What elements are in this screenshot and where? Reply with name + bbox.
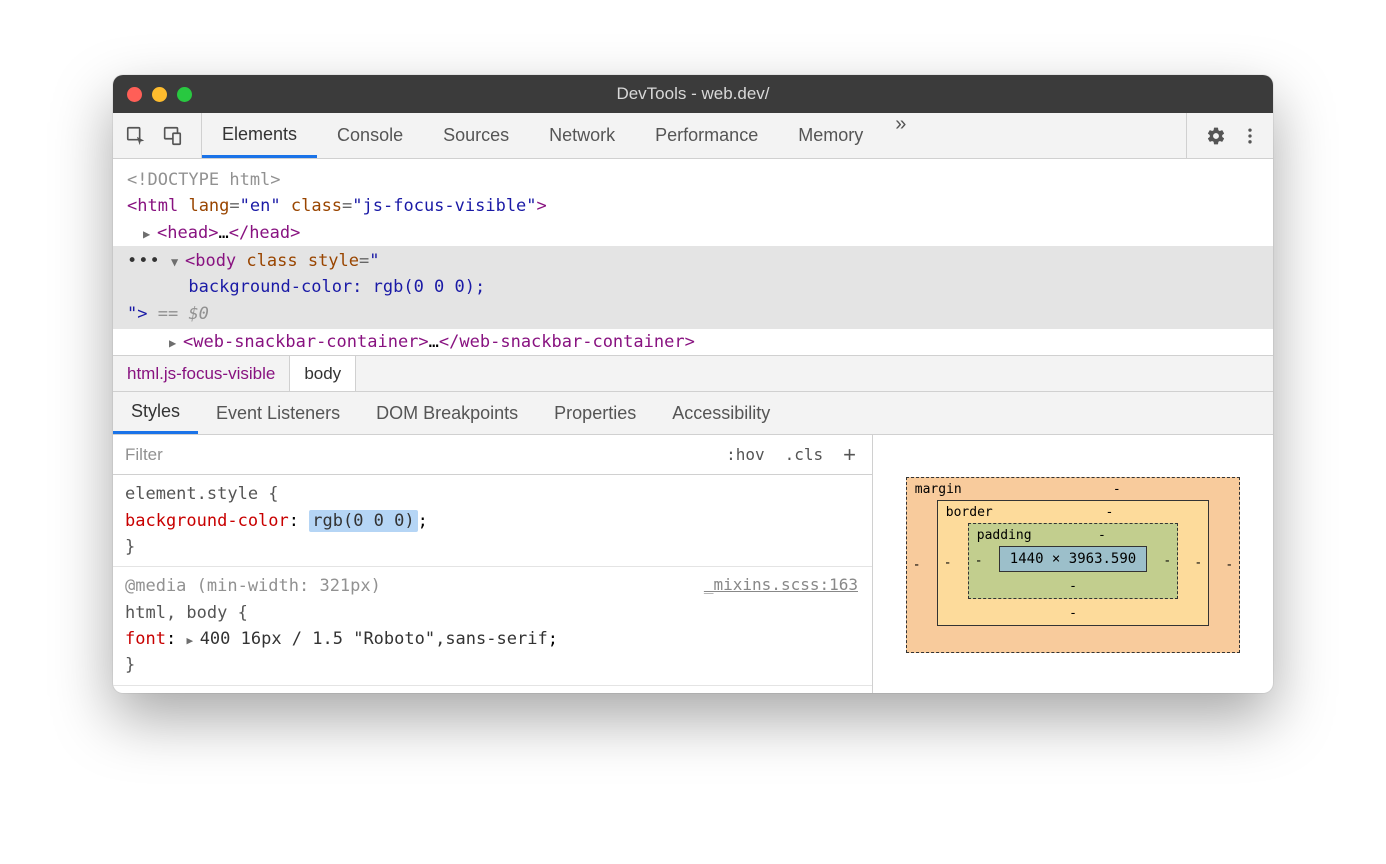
tab-memory[interactable]: Memory [778,113,883,158]
main-tabs: Elements Console Sources Network Perform… [202,113,918,158]
styles-column: :hov .cls + element.style { background-c… [113,435,873,693]
dom-snackbar[interactable]: ▶<web-snackbar-container>…</web-snackbar… [113,329,1273,355]
settings-gear-icon[interactable] [1201,121,1231,151]
css-media-rule[interactable]: _mixins.scss:163 @media (min-width: 321p… [113,567,872,685]
inspect-element-icon[interactable] [121,121,151,151]
close-window-button[interactable] [127,87,142,102]
tab-console[interactable]: Console [317,113,423,158]
window-titlebar: DevTools - web.dev/ [113,75,1273,113]
window-title: DevTools - web.dev/ [113,84,1273,104]
minimize-window-button[interactable] [152,87,167,102]
more-menu-icon[interactable] [1235,121,1265,151]
box-model-margin[interactable]: margin - - - border - - - - padding - - … [906,477,1240,653]
box-model-column: margin - - - border - - - - padding - - … [873,435,1273,693]
breadcrumb-html[interactable]: html.js-focus-visible [113,356,289,391]
dom-tree: <!DOCTYPE html> <html lang="en" class="j… [113,159,1273,355]
breadcrumb-body[interactable]: body [289,356,356,391]
box-model-padding[interactable]: padding - - - - 1440 × 3963.590 [968,523,1178,599]
tab-performance[interactable]: Performance [635,113,778,158]
css-element-style[interactable]: element.style { background-color: rgb(0 … [113,475,872,567]
subtab-styles[interactable]: Styles [113,392,198,434]
subtab-event-listeners[interactable]: Event Listeners [198,392,358,434]
subtab-properties[interactable]: Properties [536,392,654,434]
window-controls [127,87,192,102]
styles-subtabs: Styles Event Listeners DOM Breakpoints P… [113,391,1273,435]
css-source-link[interactable]: _mixins.scss:163 [704,573,858,598]
box-model-border[interactable]: border - - - - padding - - - - 1440 × 39… [937,500,1209,626]
devtools-window: DevTools - web.dev/ Elements Console Sou… [113,75,1273,693]
lower-pane: :hov .cls + element.style { background-c… [113,435,1273,693]
tabs-overflow-button[interactable]: » [883,113,918,158]
dom-head[interactable]: ▶<head>…</head> [113,220,1273,246]
tab-elements[interactable]: Elements [202,113,317,158]
hov-toggle[interactable]: :hov [716,445,775,464]
subtab-dom-breakpoints[interactable]: DOM Breakpoints [358,392,536,434]
dom-body-selected[interactable]: ••• ▼<body class style=" background-colo… [113,246,1273,329]
dom-breadcrumb: html.js-focus-visible body [113,355,1273,391]
cls-toggle[interactable]: .cls [775,445,834,464]
maximize-window-button[interactable] [177,87,192,102]
device-toggle-icon[interactable] [157,121,187,151]
dom-doctype[interactable]: <!DOCTYPE html> [113,167,1273,193]
tab-sources[interactable]: Sources [423,113,529,158]
styles-filter-input[interactable] [113,435,716,474]
main-toolbar: Elements Console Sources Network Perform… [113,113,1273,159]
new-style-rule-button[interactable]: + [833,442,866,468]
box-model-content[interactable]: 1440 × 3963.590 [999,546,1147,572]
subtab-accessibility[interactable]: Accessibility [654,392,788,434]
styles-filter-row: :hov .cls + [113,435,872,475]
dom-html-open[interactable]: <html lang="en" class="js-focus-visible"… [113,193,1273,219]
tab-network[interactable]: Network [529,113,635,158]
